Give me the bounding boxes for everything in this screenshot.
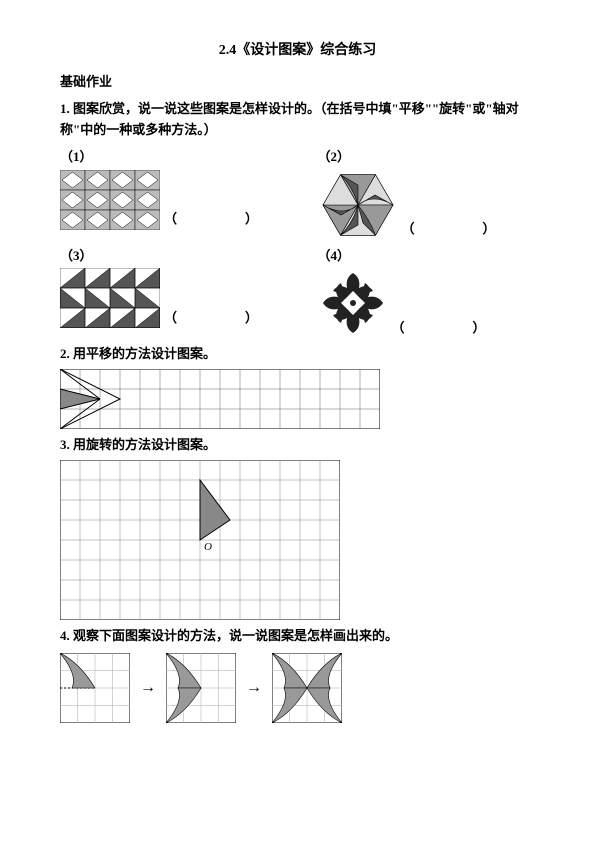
origin-label: O bbox=[204, 541, 212, 553]
q1-blank-1l: （ bbox=[164, 209, 177, 230]
q4-figures: → → bbox=[60, 653, 535, 723]
arrow-icon: → bbox=[246, 675, 262, 701]
q2-grid bbox=[60, 369, 380, 429]
q1-blank-2l: （ bbox=[402, 219, 415, 240]
q1-label-3: （3） bbox=[60, 246, 278, 267]
q4-step2 bbox=[166, 653, 236, 723]
q4-text: 4. 观察下面图案设计的方法，说一说图案是怎样画出来的。 bbox=[60, 626, 535, 647]
q1-blank-3r: ） bbox=[245, 308, 258, 329]
q2-text: 2. 用平移的方法设计图案。 bbox=[60, 344, 535, 365]
q4-step3 bbox=[272, 653, 342, 723]
q1-label-2: （2） bbox=[318, 147, 536, 168]
q1-blank-1r: ） bbox=[245, 209, 258, 230]
pattern-2 bbox=[318, 170, 398, 240]
q1-blank-2r: ） bbox=[483, 219, 496, 240]
q1-label-1: （1） bbox=[60, 147, 278, 168]
pattern-4 bbox=[318, 268, 388, 338]
q3-grid: O bbox=[60, 460, 340, 620]
q1-blank-4r: ） bbox=[473, 318, 486, 339]
q1-blank-3l: （ bbox=[164, 308, 177, 329]
pattern-3 bbox=[60, 268, 160, 328]
q3-text: 3. 用旋转的方法设计图案。 bbox=[60, 435, 535, 456]
page-title: 2.4《设计图案》综合练习 bbox=[60, 40, 535, 62]
q1-row1: （1） （ ） （2） bbox=[60, 145, 535, 240]
q1-label-4: （4） bbox=[318, 246, 536, 267]
q4-step1 bbox=[60, 653, 130, 723]
pattern-1 bbox=[60, 170, 160, 230]
q1-row2: （3） （ ） （4） bbox=[60, 244, 535, 339]
q1-blank-4l: （ bbox=[392, 318, 405, 339]
section-heading: 基础作业 bbox=[60, 72, 535, 93]
q1-text: 1. 图案欣赏，说一说这些图案是怎样设计的。（在括号中填"平移""旋转"或"轴对… bbox=[60, 99, 535, 141]
arrow-icon: → bbox=[140, 675, 156, 701]
